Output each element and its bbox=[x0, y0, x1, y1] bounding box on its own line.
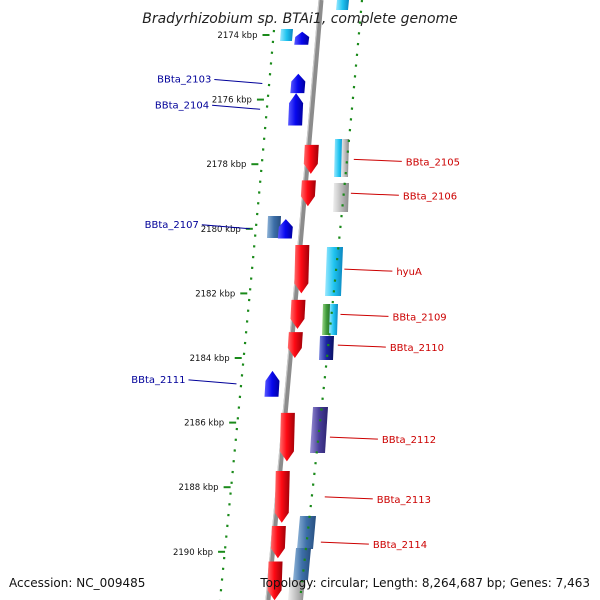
gene-arrows bbox=[264, 31, 319, 600]
gene-label-bbta-2103[interactable]: BBta_2103 bbox=[157, 74, 211, 85]
gene-leader-bbta-2110 bbox=[337, 344, 386, 348]
kbp-ticks: 2174 kbp 2176 kbp 2178 kbp 2180 kbp 2182 kbp… bbox=[173, 31, 270, 558]
tick-label-2180: 2180 kbp bbox=[201, 225, 241, 235]
gene-labels: BBta_2103 BBta_2104 BBta_2105 BBta_2106 BBta… bbox=[131, 74, 460, 551]
accession-text: Accession: NC_009485 bbox=[9, 576, 145, 590]
gene-arrow-bbta-2107[interactable] bbox=[277, 219, 293, 239]
gene-arrow-unlabeled-0[interactable] bbox=[294, 31, 310, 45]
topology-text: Topology: circular; Length: 8,264,687 bp… bbox=[259, 576, 590, 590]
tick-rails bbox=[218, 0, 364, 600]
gene-leader-bbta-2111 bbox=[188, 379, 237, 385]
gene-leader-bbta-2103 bbox=[214, 78, 263, 84]
gene-label-bbta-2110[interactable]: BBta_2110 bbox=[390, 343, 444, 354]
gene-leader-bbta-2113 bbox=[324, 496, 373, 500]
gene-arrow-bbta-2110[interactable] bbox=[287, 332, 303, 358]
tick-label-2182: 2182 kbp bbox=[195, 289, 235, 299]
gene-leader-bbta-2114 bbox=[320, 541, 369, 545]
gene-arrow-bbta-2103[interactable] bbox=[290, 73, 306, 94]
gene-label-bbta-2114[interactable]: BBta_2114 bbox=[373, 540, 427, 551]
tick-label-2184: 2184 kbp bbox=[190, 354, 230, 364]
gene-label-bbta-2107[interactable]: BBta_2107 bbox=[145, 220, 199, 231]
gene-arrow-bbta-2105[interactable] bbox=[303, 144, 319, 174]
gene-arrow-bbta-2113[interactable] bbox=[274, 471, 290, 523]
gene-leader-bbta-2106 bbox=[350, 192, 399, 196]
gene-arrow-unlabeled-13[interactable] bbox=[267, 561, 283, 600]
gene-leader-bbta-2109 bbox=[340, 313, 389, 317]
gene-leader-hyua bbox=[344, 268, 393, 272]
gene-label-bbta-2112[interactable]: BBta_2112 bbox=[382, 435, 436, 446]
tick-label-2186: 2186 kbp bbox=[184, 419, 224, 429]
tick-label-2188: 2188 kbp bbox=[179, 483, 219, 493]
gene-arrow-bbta-2109[interactable] bbox=[290, 299, 306, 329]
gene-arrow-bbta-2114[interactable] bbox=[270, 525, 286, 559]
gene-leader-bbta-2107 bbox=[201, 224, 250, 230]
tick-label-2174: 2174 kbp bbox=[217, 31, 257, 41]
gene-label-bbta-2109[interactable]: BBta_2109 bbox=[392, 312, 446, 323]
tick-label-2190: 2190 kbp bbox=[173, 548, 213, 558]
gene-leader-bbta-2104 bbox=[212, 104, 261, 110]
gene-arrow-bbta-2112[interactable] bbox=[279, 412, 295, 462]
gene-arrow-bbta-2104[interactable] bbox=[288, 93, 304, 126]
gene-label-bbta-2104[interactable]: BBta_2104 bbox=[155, 100, 209, 111]
gene-label-bbta-2113[interactable]: BBta_2113 bbox=[377, 495, 431, 506]
gene-arrow-bbta-2106[interactable] bbox=[300, 180, 316, 207]
map-title: Bradyrhizobium sp. BTAi1, complete genom… bbox=[142, 11, 458, 27]
gene-leader-bbta-2105 bbox=[353, 158, 402, 162]
gene-label-hyua[interactable]: hyuA bbox=[396, 267, 422, 278]
gene-arrow-bbta-2111[interactable] bbox=[264, 370, 280, 397]
gene-label-bbta-2111[interactable]: BBta_2111 bbox=[131, 375, 185, 386]
gene-label-bbta-2105[interactable]: BBta_2105 bbox=[406, 157, 460, 168]
gene-arrow-hyua[interactable] bbox=[294, 244, 310, 294]
tick-label-2176: 2176 kbp bbox=[212, 96, 252, 106]
gene-leader-bbta-2112 bbox=[329, 436, 378, 440]
gene-label-bbta-2106[interactable]: BBta_2106 bbox=[403, 191, 457, 202]
tick-label-2178: 2178 kbp bbox=[206, 160, 246, 170]
